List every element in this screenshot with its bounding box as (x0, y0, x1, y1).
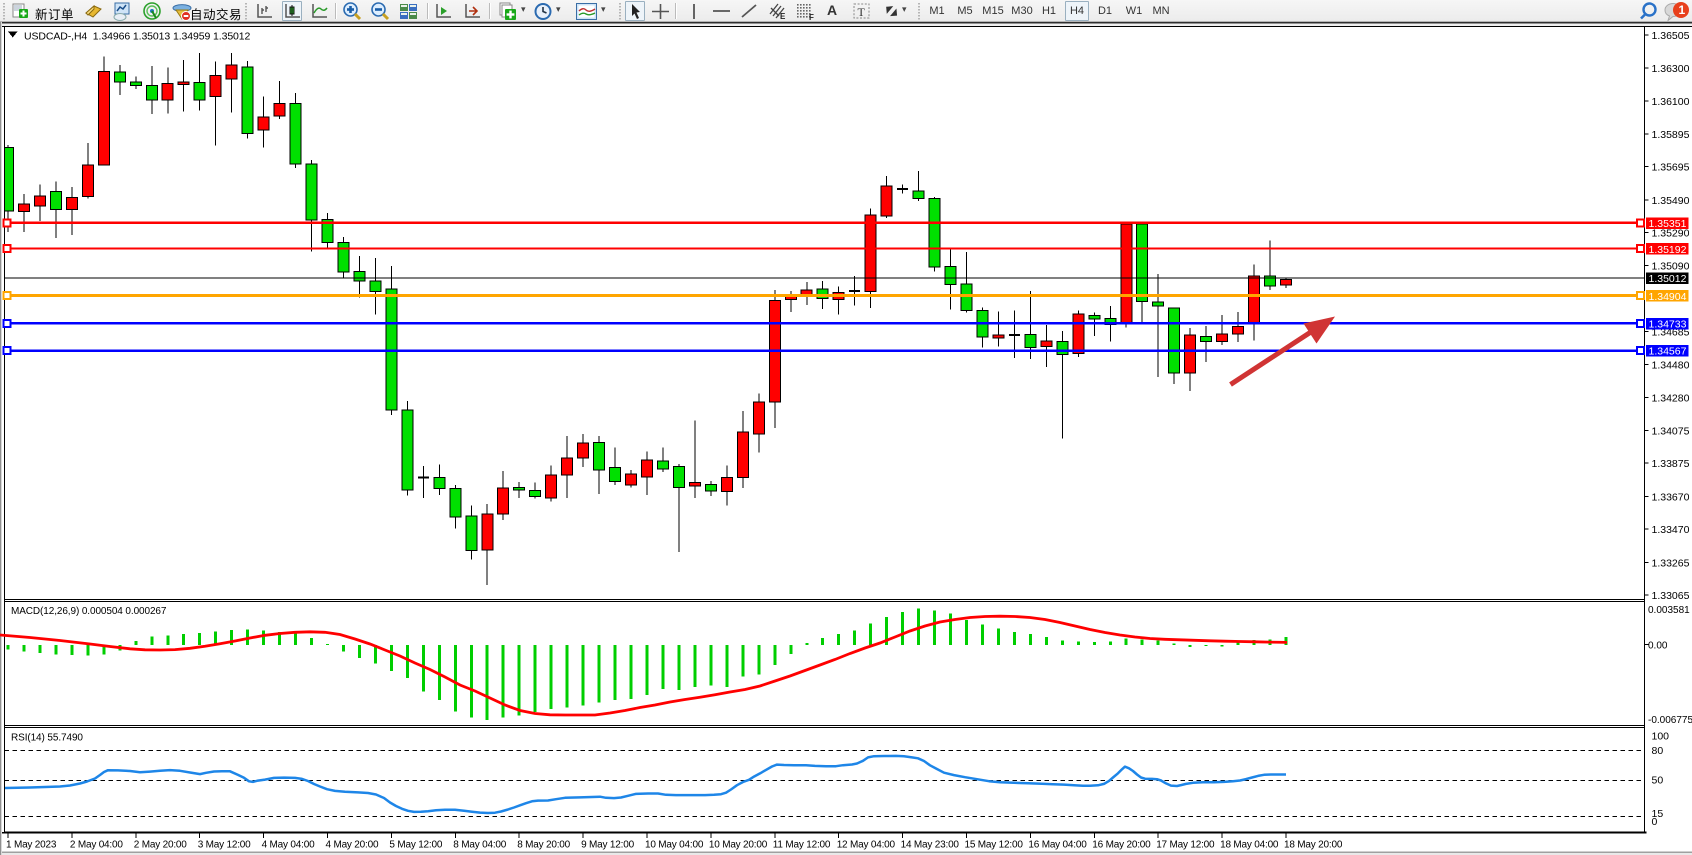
svg-text:1.34733: 1.34733 (1649, 319, 1687, 331)
svg-text:16 May 20:00: 16 May 20:00 (1092, 840, 1151, 851)
svg-text:1.35012: 1.35012 (1649, 273, 1687, 285)
svg-text:18 May 20:00: 18 May 20:00 (1284, 840, 1343, 851)
svg-text:1.33875: 1.33875 (1652, 458, 1690, 470)
svg-text:1.33265: 1.33265 (1652, 558, 1690, 570)
svg-text:E: E (780, 12, 786, 21)
svg-text:1.35490: 1.35490 (1652, 195, 1690, 207)
svg-text:1.34280: 1.34280 (1652, 392, 1690, 404)
svg-text:1.36100: 1.36100 (1652, 96, 1690, 108)
svg-text:1 May 2023: 1 May 2023 (6, 840, 57, 851)
svg-text:4 May 04:00: 4 May 04:00 (262, 840, 315, 851)
svg-text:100: 100 (1652, 730, 1670, 742)
svg-text:1.35192: 1.35192 (1649, 244, 1687, 256)
svg-text:15: 15 (1652, 808, 1664, 820)
svg-text:1.36505: 1.36505 (1652, 30, 1690, 42)
svg-text:1.33065: 1.33065 (1652, 590, 1690, 602)
svg-text:MACD(12,26,9) 0.000504 0.00026: MACD(12,26,9) 0.000504 0.000267 (11, 606, 167, 617)
svg-text:USDCAD-,H4 1.34966 1.35013 1.: USDCAD-,H4 1.34966 1.35013 1.34959 1.350… (24, 31, 251, 43)
svg-text:1.34480: 1.34480 (1652, 360, 1690, 372)
svg-text:RSI(14) 55.7490: RSI(14) 55.7490 (11, 733, 83, 744)
svg-text:1.35351: 1.35351 (1649, 218, 1687, 230)
svg-text:F: F (809, 13, 814, 21)
svg-text:8 May 04:00: 8 May 04:00 (453, 840, 506, 851)
svg-text:50: 50 (1652, 775, 1664, 787)
svg-text:1: 1 (1679, 3, 1686, 17)
svg-text:1.34904: 1.34904 (1649, 291, 1687, 303)
svg-text:4 May 20:00: 4 May 20:00 (326, 840, 379, 851)
svg-text:1.34567: 1.34567 (1649, 346, 1687, 358)
svg-text:0.00: 0.00 (1648, 641, 1668, 652)
svg-text:1.35695: 1.35695 (1652, 162, 1690, 174)
svg-text:5 May 12:00: 5 May 12:00 (389, 840, 442, 851)
svg-text:18 May 04:00: 18 May 04:00 (1220, 840, 1279, 851)
svg-text:T: T (858, 5, 866, 19)
svg-text:80: 80 (1652, 745, 1664, 757)
svg-text:10 May 04:00: 10 May 04:00 (645, 840, 704, 851)
svg-text:0.003581: 0.003581 (1648, 605, 1690, 616)
svg-text:1.33670: 1.33670 (1652, 492, 1690, 504)
svg-text:8 May 20:00: 8 May 20:00 (517, 840, 570, 851)
svg-text:1.33470: 1.33470 (1652, 524, 1690, 536)
svg-text:1.34075: 1.34075 (1652, 426, 1690, 438)
svg-text:9 May 12:00: 9 May 12:00 (581, 840, 634, 851)
svg-text:2 May 04:00: 2 May 04:00 (70, 840, 123, 851)
svg-text:1.36300: 1.36300 (1652, 63, 1690, 75)
svg-text:1.35895: 1.35895 (1652, 129, 1690, 141)
svg-text:1.35290: 1.35290 (1652, 228, 1690, 240)
svg-text:1.35090: 1.35090 (1652, 260, 1690, 272)
svg-text:10 May 20:00: 10 May 20:00 (709, 840, 768, 851)
svg-text:15 May 12:00: 15 May 12:00 (965, 840, 1024, 851)
svg-text:0: 0 (1652, 816, 1658, 828)
svg-text:14 May 23:00: 14 May 23:00 (901, 840, 960, 851)
svg-text:16 May 04:00: 16 May 04:00 (1028, 840, 1087, 851)
svg-text:-0.006775: -0.006775 (1648, 715, 1692, 726)
svg-text:3 May 12:00: 3 May 12:00 (198, 840, 251, 851)
svg-text:2 May 20:00: 2 May 20:00 (134, 840, 187, 851)
svg-text:11 May 12:00: 11 May 12:00 (773, 840, 831, 851)
svg-text:12 May 04:00: 12 May 04:00 (837, 840, 896, 851)
svg-text:17 May 12:00: 17 May 12:00 (1156, 840, 1215, 851)
